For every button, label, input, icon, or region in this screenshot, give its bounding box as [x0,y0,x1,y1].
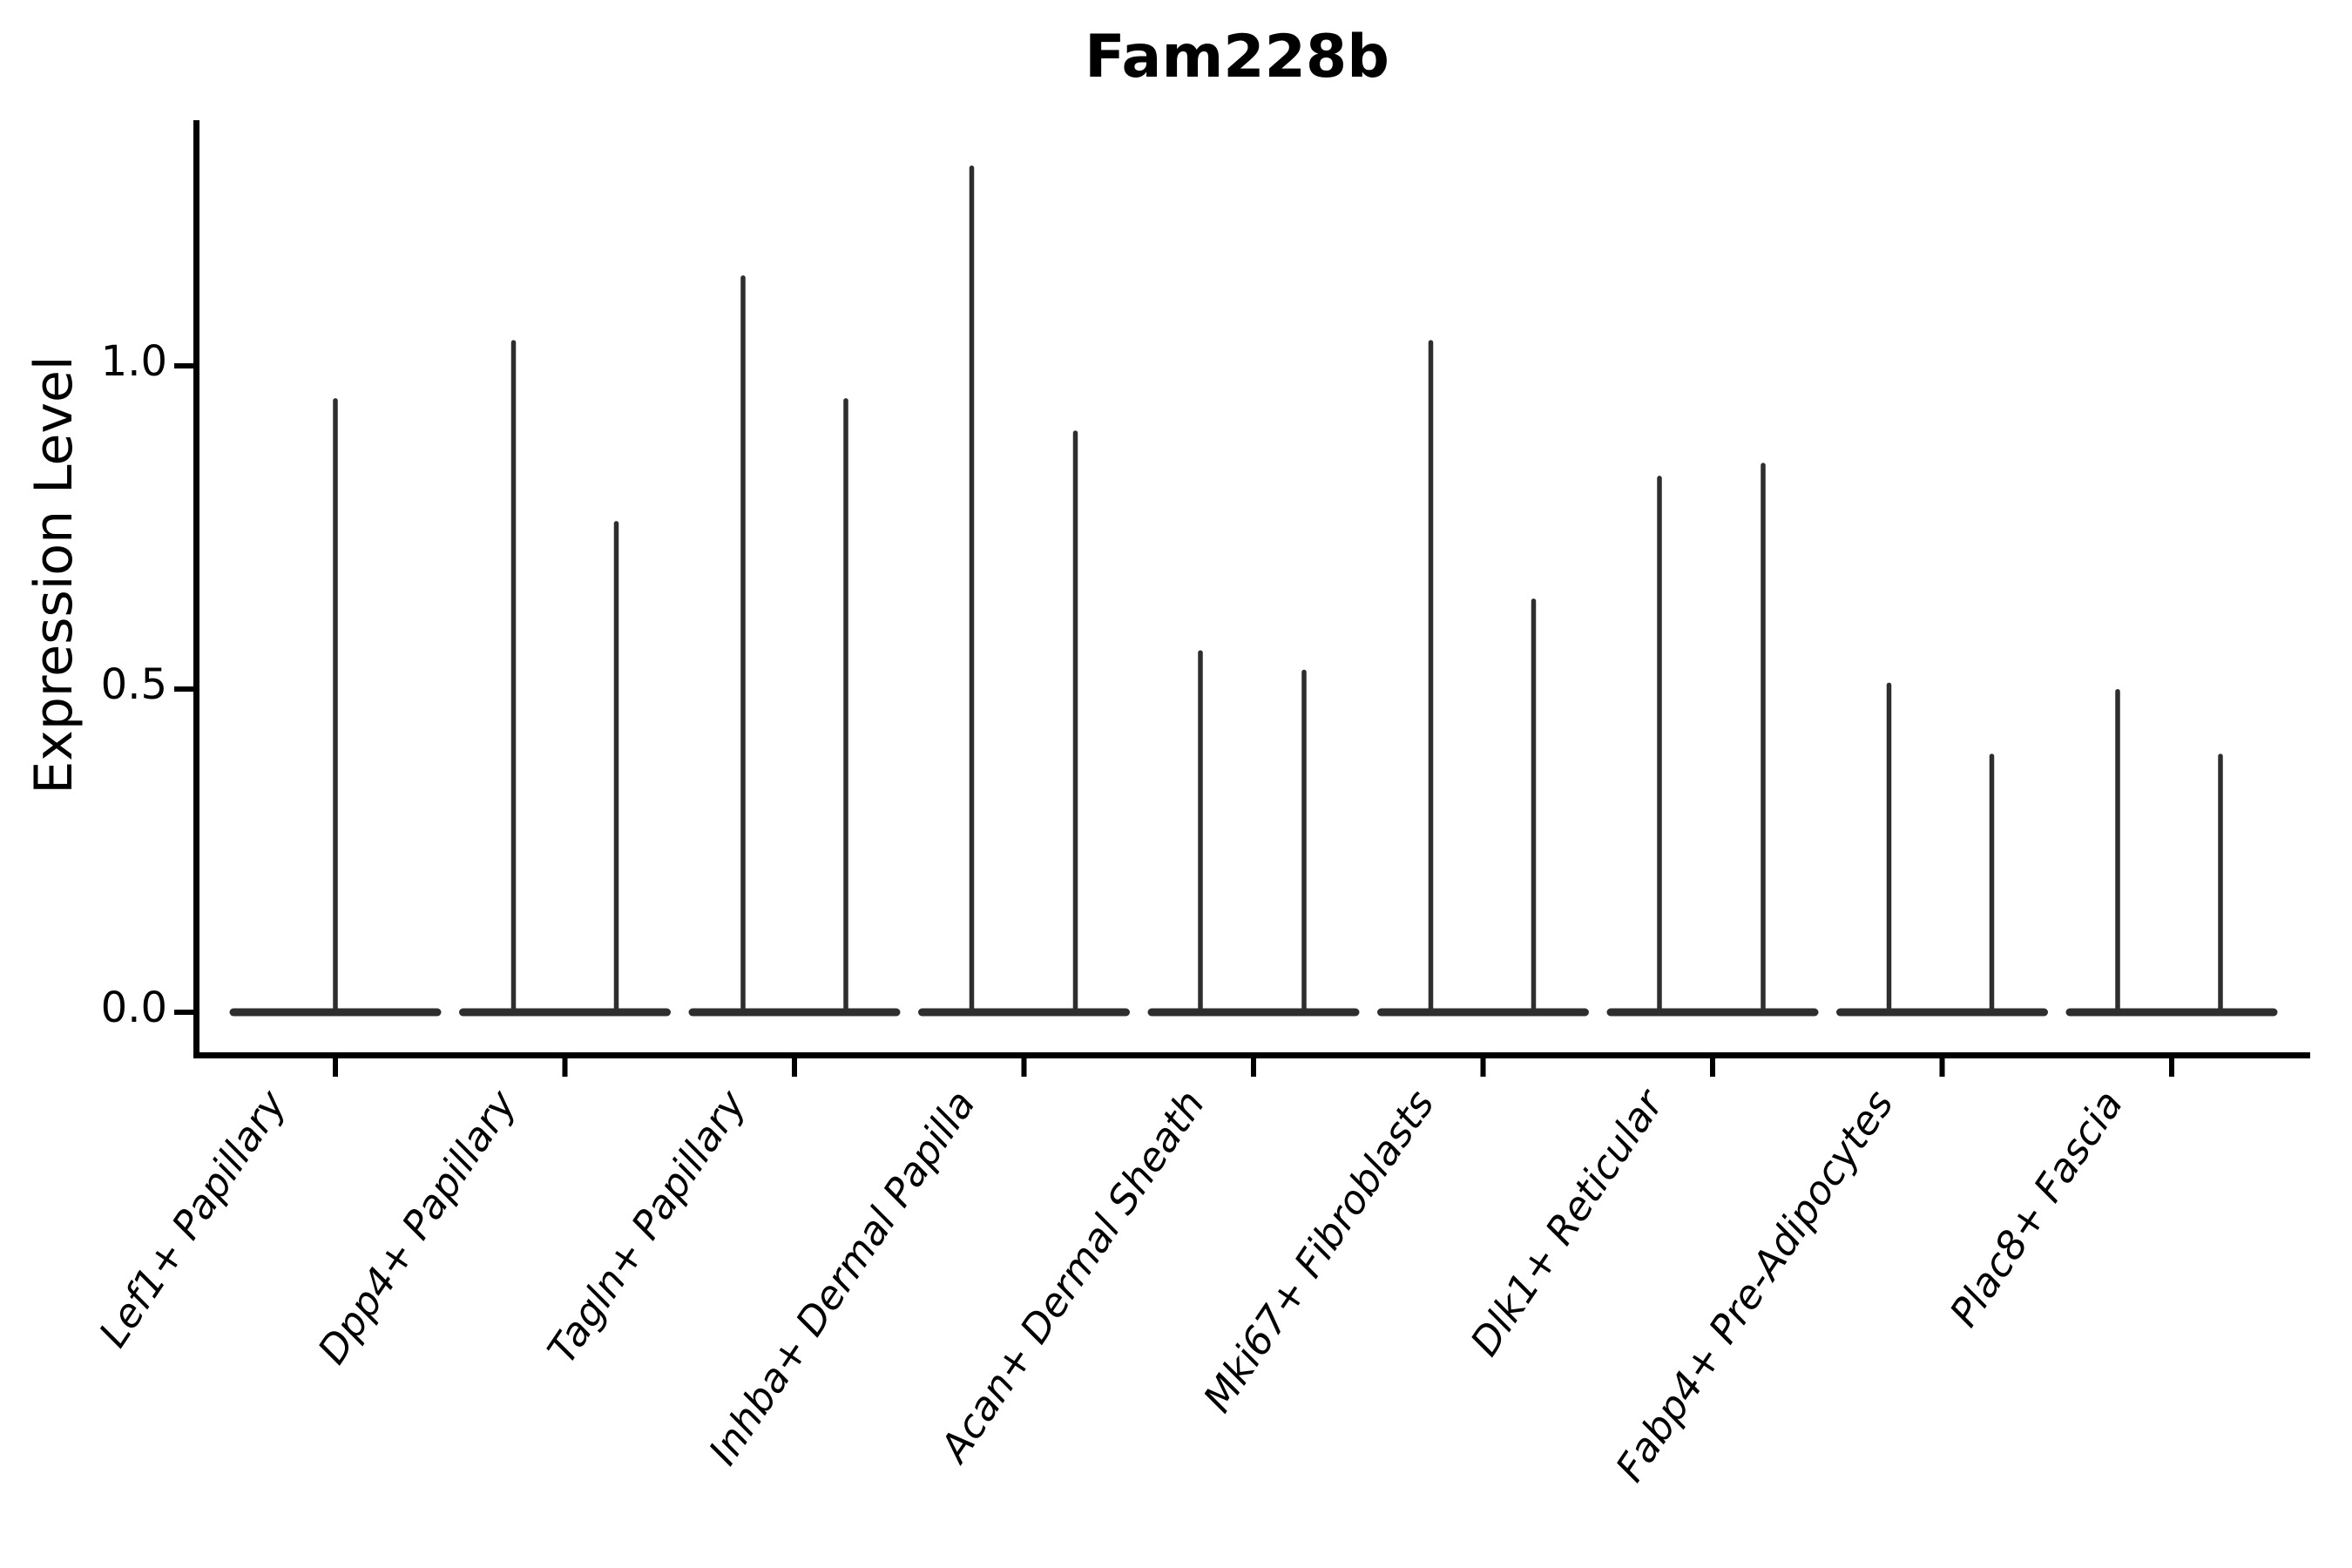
y-tick [174,1010,193,1015]
violin-spike [843,398,848,1016]
violin-spike [1886,682,1892,1015]
x-tick [2169,1058,2174,1077]
violin-spike [1989,754,1995,1015]
violin-spike [969,165,975,1016]
violin-spike [2115,689,2120,1015]
violin-baseline [918,1008,1130,1017]
x-tick [1480,1058,1486,1077]
x-axis [193,1052,2310,1058]
violin-baseline [459,1008,671,1017]
violin-baseline [2065,1008,2278,1017]
violin-baseline [1147,1008,1360,1017]
x-tick [562,1058,568,1077]
violin-spike [1198,650,1203,1015]
y-axis [193,120,199,1058]
violin-baseline [1836,1008,2048,1017]
violin-spike [1761,463,1766,1015]
violin-spike [1428,340,1434,1015]
violin-baseline [1606,1008,1819,1017]
violin-spike [1301,669,1307,1015]
x-tick [1021,1058,1027,1077]
violin-spike [740,275,746,1015]
violin-spike [1531,598,1537,1015]
violin-spike [613,521,619,1015]
violin-spike [1072,430,1078,1015]
y-tick [174,363,193,368]
x-tick [1710,1058,1715,1077]
x-tick [792,1058,797,1077]
violin-baseline [1377,1008,1589,1017]
x-tick [1939,1058,1945,1077]
violin-spike [1657,476,1662,1015]
violin-spike [2218,754,2223,1015]
violin-spike [510,340,517,1015]
x-tick [333,1058,338,1077]
violin-baseline [688,1008,901,1017]
violin-spike [333,398,338,1016]
x-tick [1251,1058,1256,1077]
y-tick [174,686,193,692]
page-title: Fam228b [1085,23,1389,91]
